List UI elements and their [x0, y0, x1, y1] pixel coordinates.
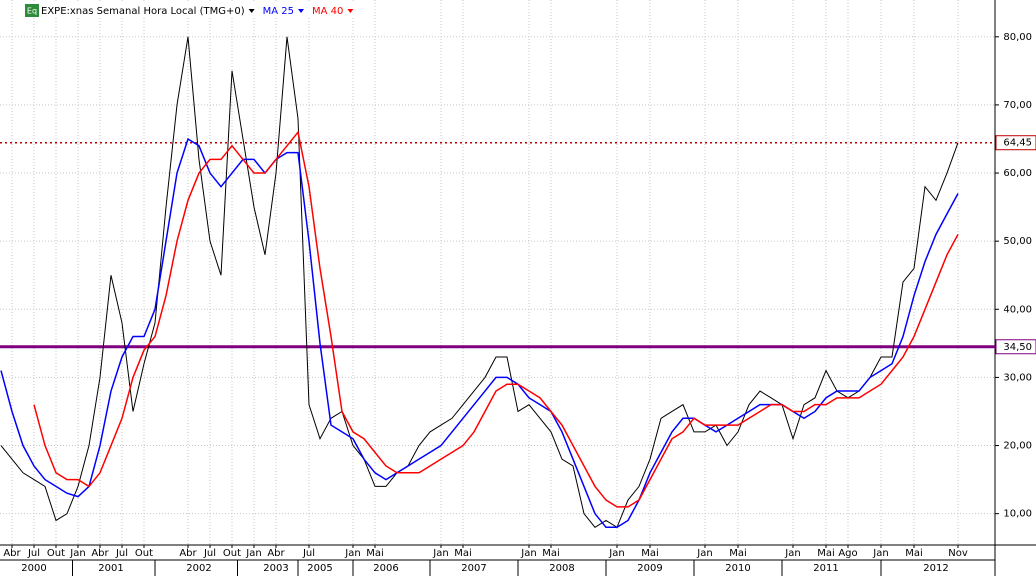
level-label-box — [995, 135, 1036, 151]
series-line — [0, 137, 959, 529]
year-label: 2008 — [549, 563, 574, 574]
badge-text: Eq — [27, 7, 37, 16]
x-tick-label: Jul — [203, 548, 216, 559]
year-label: 2006 — [373, 563, 398, 574]
x-tick-label: Jan — [520, 548, 536, 559]
y-tick-label: 50,00 — [1003, 236, 1032, 247]
x-tick-label: Mai — [817, 548, 835, 559]
legend-arrow — [347, 9, 354, 13]
x-tick-label: Jul — [115, 548, 128, 559]
legend-arrow — [248, 9, 255, 13]
year-label: 2012 — [923, 563, 948, 574]
legend: Eq EXPE:xnas Semanal Hora Local (TMG+0) MA… — [22, 2, 358, 18]
y-tick-label: 30,00 — [1003, 372, 1032, 383]
year-label: 2002 — [186, 563, 211, 574]
level-label: 64,45 — [1003, 138, 1032, 149]
y-tick-label: 70,00 — [1003, 100, 1032, 111]
series-line — [33, 130, 959, 508]
badge — [25, 4, 39, 17]
level-label-box — [995, 339, 1036, 355]
legend-arrow — [298, 9, 305, 13]
x-tick-label: Jul — [302, 548, 315, 559]
x-tick-label: Jan — [344, 548, 360, 559]
year-label: 2009 — [637, 563, 662, 574]
x-tick-label: Mai — [366, 548, 384, 559]
x-tick-label: Jan — [69, 548, 85, 559]
legend-label: EXPE:xnas Semanal Hora Local (TMG+0) — [41, 6, 245, 17]
year-label: 2011 — [813, 563, 838, 574]
y-tick-label: 40,00 — [1003, 304, 1032, 315]
y-tick-label: 60,00 — [1003, 168, 1032, 179]
x-tick-label: Jan — [696, 548, 712, 559]
x-tick-label: Out — [47, 548, 65, 559]
legend-label: MA 40 — [312, 6, 343, 17]
y-tick-label: 80,00 — [1003, 32, 1032, 43]
year-label: 2000 — [21, 563, 46, 574]
x-tick-label: Jul — [27, 548, 40, 559]
y-tick-label: 10,00 — [1003, 509, 1032, 520]
x-tick-label: Mai — [729, 548, 747, 559]
year-label: 2003 — [263, 563, 288, 574]
y-tick-label: 20,00 — [1003, 441, 1032, 452]
series-line — [0, 36, 959, 529]
x-tick-label: Jan — [432, 548, 448, 559]
x-tick-label: Mai — [454, 548, 472, 559]
legend-label: MA 25 — [263, 6, 294, 17]
x-tick-label: Out — [223, 548, 241, 559]
x-tick-label: Abr — [3, 548, 21, 559]
x-tick-label: Jan — [872, 548, 888, 559]
x-tick-label: Nov — [948, 548, 968, 559]
x-tick-label: Mai — [641, 548, 659, 559]
x-tick-label: Abr — [91, 548, 109, 559]
level-label: 34,50 — [1003, 342, 1032, 353]
x-tick-label: Ago — [838, 548, 857, 559]
x-tick-label: Out — [135, 548, 153, 559]
x-tick-label: Jan — [245, 548, 261, 559]
legend-box — [22, 2, 358, 18]
x-tick-label: Jan — [608, 548, 624, 559]
x-tick-label: Jan — [784, 548, 800, 559]
x-tick-label: Mai — [542, 548, 560, 559]
x-tick-label: Abr — [267, 548, 285, 559]
year-label: 2001 — [98, 563, 123, 574]
x-tick-label: Mai — [905, 548, 923, 559]
year-label: 2007 — [461, 563, 486, 574]
year-label: 2010 — [725, 563, 750, 574]
x-tick-label: Abr — [179, 548, 197, 559]
year-label: 2005 — [307, 563, 332, 574]
